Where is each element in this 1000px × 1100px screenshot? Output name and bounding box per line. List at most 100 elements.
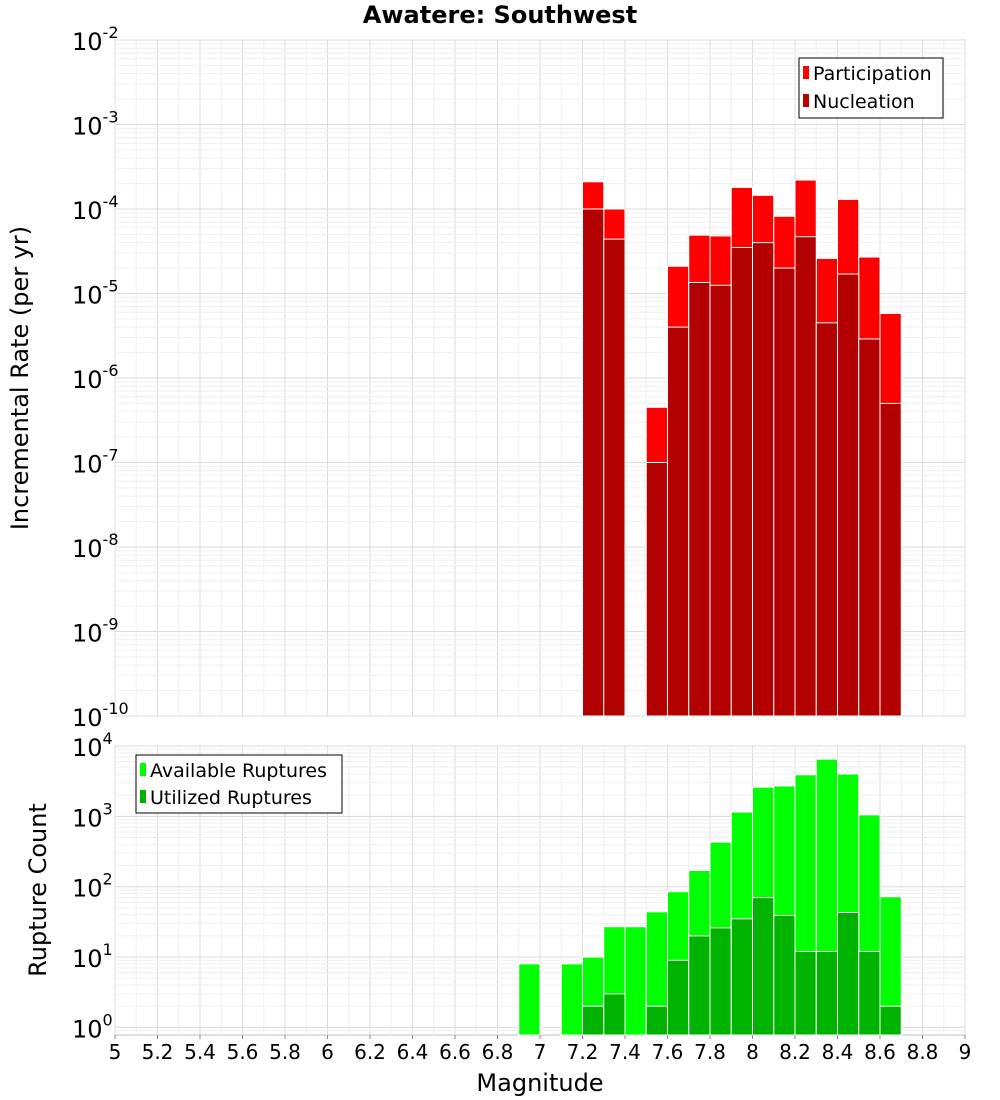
y-tick-exponent: -9 (103, 615, 119, 634)
x-tick-label: 6.8 (482, 1040, 514, 1064)
y-tick-label: 102 (72, 870, 113, 903)
x-tick-label: 7.6 (652, 1040, 684, 1064)
bar-nucleation-7_85 (709, 284, 732, 717)
legend-swatch-participation (803, 66, 809, 79)
bar-nucleation-8_55 (858, 338, 881, 717)
bar-utilized-ruptures-7_85 (709, 927, 732, 1036)
bar-utilized-ruptures-7_75 (688, 935, 711, 1036)
y-tick-base: 10 (72, 875, 103, 903)
y-tick-base: 10 (72, 113, 103, 141)
bottom-bars (518, 758, 902, 1036)
legend-swatch-available-ruptures (140, 763, 146, 776)
y-tick-base: 10 (72, 734, 103, 762)
y-tick-base: 10 (72, 366, 103, 394)
legend-label-participation: Participation (813, 63, 932, 85)
x-tick-label: 5 (109, 1040, 122, 1064)
top-plot-area: 10-210-310-410-510-610-710-810-910-10 In… (6, 23, 966, 732)
bar-nucleation-8_15 (773, 267, 796, 717)
x-tick-labels: 5 5.2 5.4 5.6 5.8 6 6.2 6.4 6.6 6.8 7 7.2 7.4 7.6 7.8 8… (109, 1035, 972, 1064)
y-tick-label: 103 (72, 799, 113, 832)
y-tick-label: 10-10 (72, 699, 129, 732)
y-tick-label: 10-6 (72, 361, 119, 394)
legend-label-available-ruptures: Available Ruptures (150, 760, 327, 782)
y-tick-base: 10 (72, 28, 103, 56)
x-tick-label: 5.4 (184, 1040, 216, 1064)
bar-available-ruptures-6_95 (518, 963, 541, 1036)
legend-swatch-nucleation (803, 94, 809, 107)
x-tick-label: 8.8 (907, 1040, 939, 1064)
legend-label-utilized-ruptures: Utilized Ruptures (150, 787, 312, 809)
bar-utilized-ruptures-7_25 (582, 1005, 605, 1036)
y-tick-exponent: 1 (103, 940, 113, 959)
y-tick-exponent: 4 (103, 729, 113, 748)
top-bars (582, 179, 902, 717)
top-legend: Participation Nucleation (798, 57, 944, 119)
x-tick-label: 6.6 (439, 1040, 471, 1064)
x-tick-label: 8.2 (779, 1040, 811, 1064)
bar-nucleation-7_75 (688, 281, 711, 717)
bar-utilized-ruptures-7_35 (603, 993, 626, 1036)
bar-nucleation-7_25 (582, 208, 605, 717)
bar-utilized-ruptures-7_95 (730, 918, 753, 1036)
y-tick-exponent: -5 (103, 277, 119, 296)
bar-nucleation-8_45 (837, 273, 860, 717)
bar-utilized-ruptures-8_55 (858, 950, 881, 1036)
bar-utilized-ruptures-8_05 (752, 897, 775, 1036)
x-tick-label: 8.6 (864, 1040, 896, 1064)
y-tick-exponent: 0 (103, 1010, 113, 1029)
top-y-axis-label: Incremental Rate (per yr) (6, 226, 34, 530)
y-tick-base: 10 (72, 804, 103, 832)
y-tick-base: 10 (72, 197, 103, 225)
bar-nucleation-8_05 (752, 242, 775, 717)
y-tick-label: 10-2 (72, 23, 119, 56)
chart-title: Awatere: Southwest (363, 1, 637, 29)
x-tick-label: 6.2 (354, 1040, 386, 1064)
x-tick-label: 9 (959, 1040, 972, 1064)
y-tick-label: 10-4 (72, 192, 119, 225)
bar-nucleation-7_55 (645, 462, 668, 717)
y-tick-exponent: -10 (103, 699, 129, 718)
y-tick-base: 10 (72, 620, 103, 648)
y-tick-label: 10-5 (72, 277, 119, 310)
bar-nucleation-7_95 (730, 247, 753, 717)
y-tick-exponent: -7 (103, 446, 119, 465)
y-tick-label: 101 (72, 940, 113, 973)
x-tick-label: 8.4 (822, 1040, 854, 1064)
bar-utilized-ruptures-7_65 (667, 959, 690, 1036)
bar-utilized-ruptures-7_55 (645, 1005, 668, 1036)
y-tick-label: 10-8 (72, 530, 119, 563)
y-tick-exponent: 2 (103, 870, 113, 889)
legend-label-nucleation: Nucleation (813, 91, 915, 113)
top-legend-box (798, 57, 944, 119)
y-tick-label: 104 (72, 729, 113, 762)
x-axis-label: Magnitude (476, 1069, 603, 1097)
y-tick-base: 10 (72, 282, 103, 310)
y-tick-base: 10 (72, 535, 103, 563)
bottom-legend-box (135, 754, 343, 814)
y-tick-base: 10 (72, 704, 103, 732)
bar-nucleation-8_65 (879, 402, 902, 717)
x-tick-label: 6.4 (397, 1040, 429, 1064)
y-tick-exponent: -8 (103, 530, 119, 549)
bar-nucleation-7_35 (603, 238, 626, 717)
bar-utilized-ruptures-8_65 (879, 1005, 902, 1036)
y-tick-exponent: -2 (103, 23, 119, 42)
legend-swatch-utilized-ruptures (140, 790, 146, 803)
bar-available-ruptures-7_15 (560, 963, 583, 1036)
bar-utilized-ruptures-8_25 (794, 950, 817, 1036)
y-tick-label: 100 (72, 1010, 113, 1043)
bar-utilized-ruptures-8_45 (837, 911, 860, 1036)
x-tick-label: 7 (534, 1040, 547, 1064)
bottom-y-axis-label: Rupture Count (24, 803, 52, 977)
x-tick-label: 5.2 (142, 1040, 174, 1064)
y-tick-base: 10 (72, 1015, 103, 1043)
bar-utilized-ruptures-8_15 (773, 914, 796, 1036)
x-tick-label: 7.4 (609, 1040, 641, 1064)
y-tick-exponent: -4 (103, 192, 119, 211)
x-tick-label: 5.8 (269, 1040, 301, 1064)
x-tick-label: 7.2 (567, 1040, 599, 1064)
bar-available-ruptures-7_45 (624, 926, 647, 1036)
